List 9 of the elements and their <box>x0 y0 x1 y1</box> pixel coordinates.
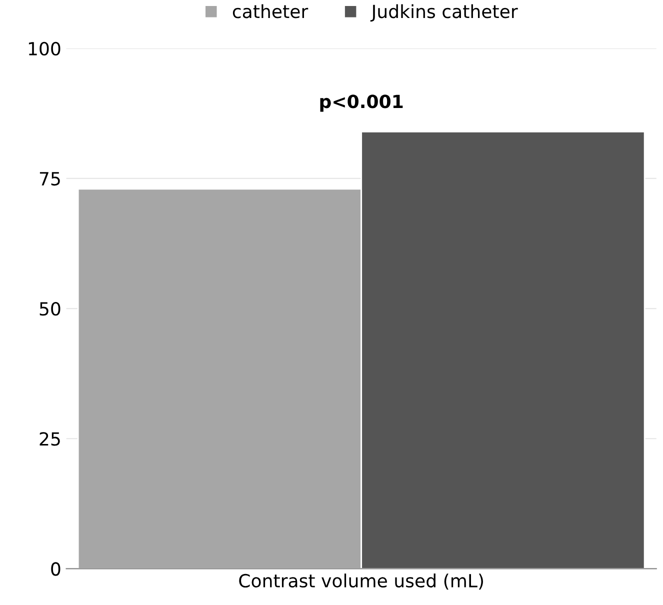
annotation: p<0.001 <box>320 94 403 112</box>
x-tick-label: Contrast volume used (mL) <box>239 574 483 590</box>
legend-label: catheter <box>232 4 308 18</box>
y-tick-label: 50 <box>40 302 60 316</box>
y-tick-label: 75 <box>40 172 60 186</box>
y-tick-label: 25 <box>40 432 60 446</box>
y-tick-label: 100 <box>28 42 60 56</box>
y-tick-label: 0 <box>51 562 60 576</box>
legend-label: Judkins catheter <box>370 4 518 22</box>
